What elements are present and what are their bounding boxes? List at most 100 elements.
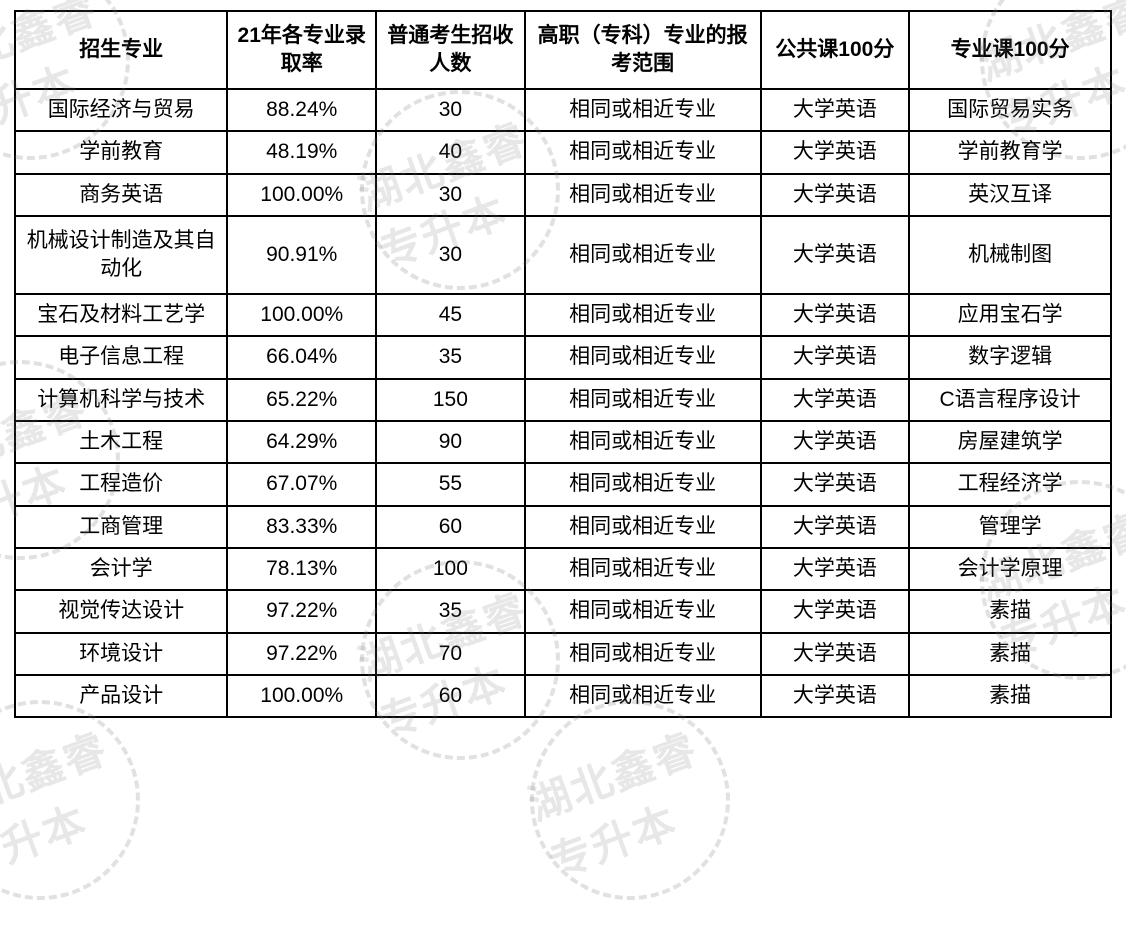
cell-public: 大学英语 xyxy=(761,336,910,378)
cell-count: 100 xyxy=(376,548,525,590)
cell-pro: 国际贸易实务 xyxy=(909,89,1111,131)
col-rate: 21年各专业录取率 xyxy=(227,11,376,89)
cell-major: 计算机科学与技术 xyxy=(15,379,227,421)
cell-rate: 97.22% xyxy=(227,633,376,675)
cell-major: 电子信息工程 xyxy=(15,336,227,378)
table-row: 学前教育48.19%40相同或相近专业大学英语学前教育学 xyxy=(15,131,1111,173)
cell-count: 30 xyxy=(376,216,525,294)
cell-public: 大学英语 xyxy=(761,675,910,717)
cell-pro: 房屋建筑学 xyxy=(909,421,1111,463)
cell-public: 大学英语 xyxy=(761,633,910,675)
table-row: 工程造价67.07%55相同或相近专业大学英语工程经济学 xyxy=(15,463,1111,505)
cell-major: 视觉传达设计 xyxy=(15,590,227,632)
cell-pro: 素描 xyxy=(909,675,1111,717)
cell-rate: 88.24% xyxy=(227,89,376,131)
cell-count: 35 xyxy=(376,590,525,632)
cell-rate: 100.00% xyxy=(227,675,376,717)
table-row: 商务英语100.00%30相同或相近专业大学英语英汉互译 xyxy=(15,174,1111,216)
cell-pro: 学前教育学 xyxy=(909,131,1111,173)
cell-scope: 相同或相近专业 xyxy=(525,336,761,378)
cell-rate: 90.91% xyxy=(227,216,376,294)
cell-public: 大学英语 xyxy=(761,506,910,548)
cell-rate: 97.22% xyxy=(227,590,376,632)
cell-major: 国际经济与贸易 xyxy=(15,89,227,131)
cell-public: 大学英语 xyxy=(761,294,910,336)
cell-count: 55 xyxy=(376,463,525,505)
cell-count: 30 xyxy=(376,89,525,131)
col-count: 普通考生招收人数 xyxy=(376,11,525,89)
cell-pro: 机械制图 xyxy=(909,216,1111,294)
cell-major: 机械设计制造及其自动化 xyxy=(15,216,227,294)
cell-pro: 英汉互译 xyxy=(909,174,1111,216)
cell-public: 大学英语 xyxy=(761,463,910,505)
table-row: 视觉传达设计97.22%35相同或相近专业大学英语素描 xyxy=(15,590,1111,632)
cell-scope: 相同或相近专业 xyxy=(525,131,761,173)
cell-count: 150 xyxy=(376,379,525,421)
col-pro: 专业课100分 xyxy=(909,11,1111,89)
cell-rate: 67.07% xyxy=(227,463,376,505)
cell-major: 学前教育 xyxy=(15,131,227,173)
cell-rate: 100.00% xyxy=(227,174,376,216)
table-container: 招生专业 21年各专业录取率 普通考生招收人数 高职（专科）专业的报考范围 公共… xyxy=(0,0,1126,728)
col-public: 公共课100分 xyxy=(761,11,910,89)
cell-major: 宝石及材料工艺学 xyxy=(15,294,227,336)
cell-scope: 相同或相近专业 xyxy=(525,675,761,717)
cell-pro: 工程经济学 xyxy=(909,463,1111,505)
table-body: 国际经济与贸易88.24%30相同或相近专业大学英语国际贸易实务学前教育48.1… xyxy=(15,89,1111,717)
cell-public: 大学英语 xyxy=(761,548,910,590)
cell-rate: 64.29% xyxy=(227,421,376,463)
table-row: 计算机科学与技术65.22%150相同或相近专业大学英语C语言程序设计 xyxy=(15,379,1111,421)
col-major: 招生专业 xyxy=(15,11,227,89)
cell-rate: 83.33% xyxy=(227,506,376,548)
cell-scope: 相同或相近专业 xyxy=(525,421,761,463)
cell-rate: 48.19% xyxy=(227,131,376,173)
cell-rate: 100.00% xyxy=(227,294,376,336)
cell-major: 会计学 xyxy=(15,548,227,590)
cell-public: 大学英语 xyxy=(761,174,910,216)
cell-pro: 素描 xyxy=(909,590,1111,632)
cell-count: 35 xyxy=(376,336,525,378)
cell-count: 70 xyxy=(376,633,525,675)
cell-major: 产品设计 xyxy=(15,675,227,717)
cell-rate: 66.04% xyxy=(227,336,376,378)
cell-rate: 65.22% xyxy=(227,379,376,421)
table-row: 宝石及材料工艺学100.00%45相同或相近专业大学英语应用宝石学 xyxy=(15,294,1111,336)
cell-scope: 相同或相近专业 xyxy=(525,506,761,548)
cell-major: 工程造价 xyxy=(15,463,227,505)
cell-scope: 相同或相近专业 xyxy=(525,174,761,216)
table-row: 国际经济与贸易88.24%30相同或相近专业大学英语国际贸易实务 xyxy=(15,89,1111,131)
table-row: 土木工程64.29%90相同或相近专业大学英语房屋建筑学 xyxy=(15,421,1111,463)
cell-rate: 78.13% xyxy=(227,548,376,590)
cell-pro: 会计学原理 xyxy=(909,548,1111,590)
cell-public: 大学英语 xyxy=(761,216,910,294)
table-row: 产品设计100.00%60相同或相近专业大学英语素描 xyxy=(15,675,1111,717)
table-row: 环境设计97.22%70相同或相近专业大学英语素描 xyxy=(15,633,1111,675)
cell-public: 大学英语 xyxy=(761,89,910,131)
cell-public: 大学英语 xyxy=(761,421,910,463)
cell-scope: 相同或相近专业 xyxy=(525,633,761,675)
cell-public: 大学英语 xyxy=(761,379,910,421)
cell-scope: 相同或相近专业 xyxy=(525,379,761,421)
cell-pro: 数字逻辑 xyxy=(909,336,1111,378)
cell-count: 40 xyxy=(376,131,525,173)
table-row: 工商管理83.33%60相同或相近专业大学英语管理学 xyxy=(15,506,1111,548)
cell-scope: 相同或相近专业 xyxy=(525,294,761,336)
cell-major: 环境设计 xyxy=(15,633,227,675)
cell-count: 45 xyxy=(376,294,525,336)
cell-count: 90 xyxy=(376,421,525,463)
cell-scope: 相同或相近专业 xyxy=(525,463,761,505)
cell-major: 工商管理 xyxy=(15,506,227,548)
cell-major: 商务英语 xyxy=(15,174,227,216)
col-scope: 高职（专科）专业的报考范围 xyxy=(525,11,761,89)
cell-public: 大学英语 xyxy=(761,590,910,632)
table-row: 机械设计制造及其自动化90.91%30相同或相近专业大学英语机械制图 xyxy=(15,216,1111,294)
cell-major: 土木工程 xyxy=(15,421,227,463)
table-row: 电子信息工程66.04%35相同或相近专业大学英语数字逻辑 xyxy=(15,336,1111,378)
cell-pro: 应用宝石学 xyxy=(909,294,1111,336)
cell-count: 60 xyxy=(376,675,525,717)
cell-pro: C语言程序设计 xyxy=(909,379,1111,421)
cell-scope: 相同或相近专业 xyxy=(525,590,761,632)
cell-public: 大学英语 xyxy=(761,131,910,173)
header-row: 招生专业 21年各专业录取率 普通考生招收人数 高职（专科）专业的报考范围 公共… xyxy=(15,11,1111,89)
cell-scope: 相同或相近专业 xyxy=(525,89,761,131)
